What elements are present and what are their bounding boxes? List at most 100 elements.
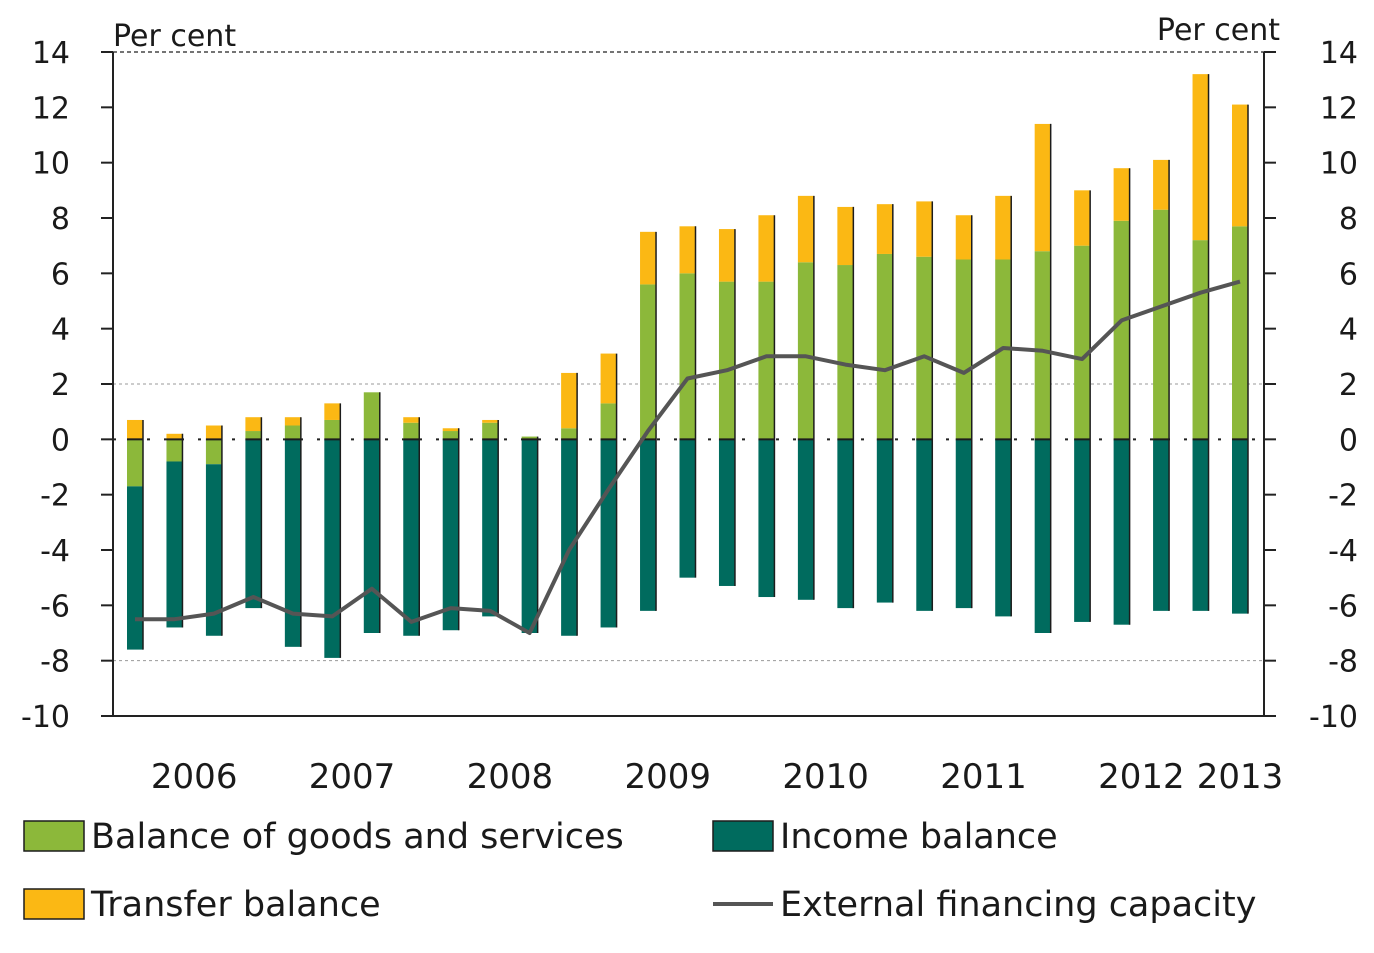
left-tick-label: 12 xyxy=(32,91,70,126)
bar-segment xyxy=(166,439,182,461)
bar-segment xyxy=(719,229,735,282)
bar-segment xyxy=(206,439,222,464)
bar-segment xyxy=(956,215,972,259)
bar-segment xyxy=(1153,160,1169,210)
bar-segment xyxy=(798,196,814,262)
bar-segment xyxy=(916,257,932,440)
right-tick-label: 10 xyxy=(1320,147,1358,182)
bar-segment xyxy=(522,439,538,633)
bar-segment xyxy=(798,439,814,599)
bar-segment xyxy=(206,426,222,440)
bar-segment xyxy=(877,204,893,254)
bar-segment xyxy=(837,265,853,439)
bar-segment xyxy=(1153,210,1169,440)
bar-segment xyxy=(561,439,577,635)
left-tick-label: 6 xyxy=(51,257,70,292)
bar-segment xyxy=(364,439,380,633)
bar-segment xyxy=(561,373,577,428)
bar-segment xyxy=(601,403,617,439)
bar-segment xyxy=(1232,439,1248,613)
right-tick-label: -8 xyxy=(1328,645,1358,680)
legend-label: Transfer balance xyxy=(90,885,381,925)
right-tick-label: 12 xyxy=(1320,91,1358,126)
left-tick-label: 2 xyxy=(51,368,70,403)
bar-segment xyxy=(916,439,932,611)
legend-swatch xyxy=(713,821,773,851)
bar-segment xyxy=(640,439,656,611)
left-tick-label: 8 xyxy=(51,202,70,237)
bar-segment xyxy=(285,426,301,440)
right-tick-label: 2 xyxy=(1339,368,1358,403)
bar-segment xyxy=(285,417,301,425)
right-tick-label: -10 xyxy=(1309,700,1358,735)
bar-segment xyxy=(127,439,143,486)
bar-segment xyxy=(798,262,814,439)
bar-segment xyxy=(680,273,696,439)
bar-segment xyxy=(1035,251,1051,439)
bar-segment xyxy=(1232,105,1248,227)
bar-segment xyxy=(837,207,853,265)
bar-segment xyxy=(245,439,261,608)
right-tick-label: -6 xyxy=(1328,589,1358,624)
bar-segment xyxy=(166,461,182,627)
bar-segment xyxy=(877,254,893,439)
x-tick-label: 2007 xyxy=(309,757,396,797)
left-tick-label: 14 xyxy=(32,36,70,71)
right-tick-label: 4 xyxy=(1339,313,1358,348)
bar-segment xyxy=(127,420,143,439)
bar-segment xyxy=(719,439,735,586)
bar-segment xyxy=(482,423,498,440)
bar-segment xyxy=(245,431,261,439)
bar-segment xyxy=(443,428,459,431)
bar-segment xyxy=(403,417,419,423)
bar-segment xyxy=(916,201,932,256)
bar-segment xyxy=(1035,124,1051,251)
bar-segment xyxy=(403,423,419,440)
bar-segment xyxy=(640,284,656,439)
legend-label: Balance of goods and services xyxy=(91,817,624,857)
bar-segment xyxy=(995,196,1011,260)
bar-segment xyxy=(324,420,340,439)
x-tick-label: 2009 xyxy=(625,757,712,797)
right-tick-label: 8 xyxy=(1339,202,1358,237)
legend-swatch xyxy=(24,821,84,851)
legend-swatch xyxy=(24,889,84,919)
bar-segment xyxy=(403,439,419,635)
x-tick-label: 2012 xyxy=(1098,757,1185,797)
right-tick-label: -2 xyxy=(1328,479,1358,514)
x-tick-label: 2006 xyxy=(151,757,238,797)
right-unit-label: Per cent xyxy=(1157,13,1280,48)
bar-segment xyxy=(127,486,143,649)
legend: Balance of goods and services Income bala… xyxy=(24,817,1256,925)
left-tick-label: -8 xyxy=(40,645,70,680)
left-tick-label: 0 xyxy=(51,423,70,458)
bar-segment xyxy=(758,215,774,281)
left-tick-label: -6 xyxy=(40,589,70,624)
bar-segment xyxy=(443,439,459,630)
bar-segment xyxy=(324,439,340,658)
left-tick-label: -10 xyxy=(21,700,70,735)
bar-segment xyxy=(601,439,617,627)
bar-segment xyxy=(640,232,656,285)
bar-segment xyxy=(719,282,735,440)
x-tick-label: 2008 xyxy=(467,757,554,797)
bar-segment xyxy=(1232,226,1248,439)
x-tick-label: 2010 xyxy=(782,757,869,797)
bar-segment xyxy=(482,420,498,423)
bar-segment xyxy=(956,439,972,608)
bar-segment xyxy=(1114,221,1130,440)
bar-segment xyxy=(245,417,261,431)
right-tick-label: 0 xyxy=(1339,423,1358,458)
bar-segment xyxy=(561,428,577,439)
bar-segment xyxy=(680,226,696,273)
bar-segment xyxy=(877,439,893,602)
bar-segment xyxy=(995,439,1011,616)
left-tick-label: -4 xyxy=(40,534,70,569)
bar-segment xyxy=(837,439,853,608)
left-unit-label: Per cent xyxy=(113,19,236,54)
left-tick-label: 4 xyxy=(51,313,70,348)
bar-segment xyxy=(1074,190,1090,245)
left-tick-label: -2 xyxy=(40,479,70,514)
